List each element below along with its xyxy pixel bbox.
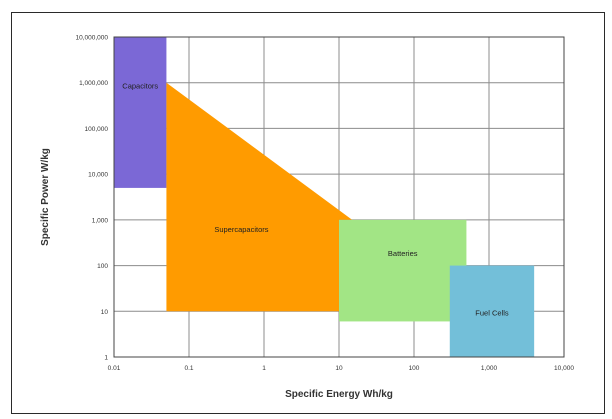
- x-tick-label: 100: [409, 365, 420, 372]
- y-tick-label: 1: [104, 355, 108, 362]
- y-tick-label: 1,000,000: [79, 80, 108, 87]
- y-tick-label: 100: [97, 263, 108, 270]
- y-tick-label: 10: [101, 309, 109, 316]
- fuel-cells-label: Fuel Cells: [475, 308, 509, 317]
- energy-power-chart: 0.01 0.1 1 10 100 1,000 10,000 1 10 100 1,000 10,00…: [40, 35, 574, 401]
- supercapacitors-label: Supercapacitors: [214, 225, 268, 234]
- regions: [114, 37, 535, 357]
- y-tick-label: 10,000: [88, 172, 108, 179]
- y-tick-label: 10,000,000: [75, 35, 108, 42]
- fuel-cells-region: [449, 265, 535, 357]
- capacitors-label: Capacitors: [122, 82, 158, 91]
- y-tick-label: 100,000: [85, 126, 109, 133]
- supercapacitors-region: [166, 82, 353, 312]
- x-tick-label: 0.1: [184, 365, 193, 372]
- plot-border: [113, 36, 565, 358]
- x-tick-label: 0.01: [108, 365, 121, 372]
- x-tick-label: 10: [335, 365, 343, 372]
- x-tick-label: 1,000: [481, 365, 498, 372]
- x-tick-label: 10,000: [554, 365, 574, 372]
- x-axis-label: Specific Energy Wh/kg: [285, 389, 393, 400]
- x-tick-label: 1: [262, 365, 266, 372]
- y-tick-label: 1,000: [92, 217, 109, 224]
- chart-frame: 0.01 0.1 1 10 100 1,000 10,000 1 10 100 1,000 10,00…: [11, 12, 605, 414]
- region-labels: Capacitors Supercapacitors Batteries Fuel C…: [122, 82, 509, 318]
- capacitors-region: [114, 37, 167, 188]
- tick-labels: 0.01 0.1 1 10 100 1,000 10,000 1 10 100 1,000 10,00…: [75, 35, 574, 373]
- y-axis-label: Specific Power W/kg: [40, 148, 51, 246]
- batteries-label: Batteries: [388, 249, 418, 258]
- batteries-region: [339, 219, 467, 322]
